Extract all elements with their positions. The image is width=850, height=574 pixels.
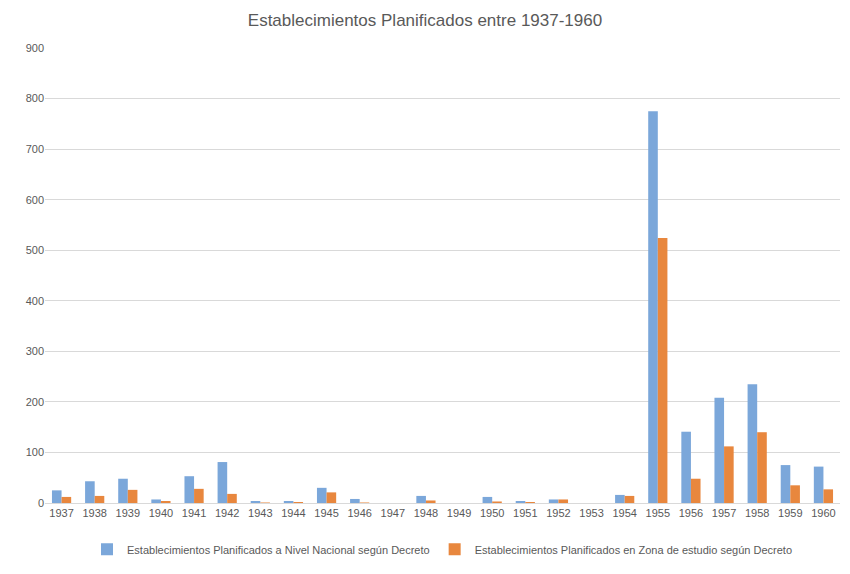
svg-text:1951: 1951	[513, 507, 537, 519]
svg-text:500: 500	[26, 244, 44, 256]
svg-text:1952: 1952	[546, 507, 570, 519]
svg-text:1947: 1947	[381, 507, 405, 519]
svg-text:Establecimientos Planificados: Establecimientos Planificados en Zona de…	[475, 544, 792, 556]
svg-text:1949: 1949	[447, 507, 471, 519]
svg-text:1954: 1954	[612, 507, 636, 519]
svg-text:800: 800	[26, 92, 44, 104]
svg-text:1948: 1948	[414, 507, 438, 519]
svg-text:1957: 1957	[712, 507, 736, 519]
svg-text:1941: 1941	[182, 507, 206, 519]
svg-text:900: 900	[26, 42, 44, 54]
svg-text:100: 100	[26, 446, 44, 458]
svg-text:300: 300	[26, 345, 44, 357]
svg-text:1945: 1945	[314, 507, 338, 519]
svg-text:600: 600	[26, 194, 44, 206]
svg-text:1940: 1940	[149, 507, 173, 519]
svg-text:1955: 1955	[646, 507, 670, 519]
svg-text:1943: 1943	[248, 507, 272, 519]
svg-text:Establecimientos Planificados: Establecimientos Planificados a Nivel Na…	[127, 544, 430, 556]
svg-text:1946: 1946	[347, 507, 371, 519]
svg-text:1950: 1950	[480, 507, 504, 519]
svg-text:400: 400	[26, 295, 44, 307]
svg-text:1937: 1937	[49, 507, 73, 519]
svg-text:700: 700	[26, 143, 44, 155]
svg-text:1944: 1944	[281, 507, 305, 519]
svg-text:1958: 1958	[745, 507, 769, 519]
svg-text:200: 200	[26, 396, 44, 408]
svg-text:Establecimientos Planificados: Establecimientos Planificados entre 1937…	[248, 11, 602, 30]
svg-text:1956: 1956	[679, 507, 703, 519]
svg-text:1942: 1942	[215, 507, 239, 519]
svg-text:1938: 1938	[82, 507, 106, 519]
svg-text:1959: 1959	[778, 507, 802, 519]
svg-text:1939: 1939	[116, 507, 140, 519]
svg-text:1960: 1960	[811, 507, 835, 519]
svg-text:1953: 1953	[579, 507, 603, 519]
svg-text:0: 0	[38, 497, 44, 509]
